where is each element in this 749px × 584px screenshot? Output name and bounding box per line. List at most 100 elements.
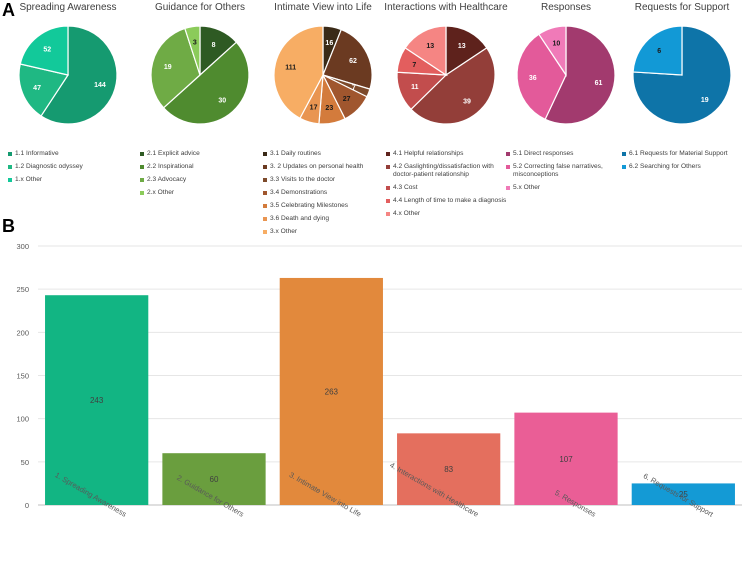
bar bbox=[631, 483, 735, 505]
legend-label: 2.x Other bbox=[147, 189, 175, 196]
legend-label: 3.1 Daily routines bbox=[270, 150, 321, 157]
pie-slice-value-label: 3 bbox=[193, 40, 197, 47]
legend-swatch bbox=[263, 191, 267, 195]
legend-swatch bbox=[386, 186, 390, 190]
legend-label: 3.3 Visits to the doctor bbox=[270, 176, 336, 183]
y-tick-label: 300 bbox=[16, 242, 29, 251]
legend-label: 3.6 Death and dying bbox=[270, 215, 330, 222]
legend-swatch bbox=[263, 178, 267, 182]
legend-swatch bbox=[8, 165, 12, 169]
pie-title: Guidance for Others bbox=[154, 2, 246, 13]
pie-slice-value-label: 36 bbox=[529, 75, 537, 82]
legend-label: 4.2 Gaslighting/dissatisfaction with doc… bbox=[393, 163, 494, 178]
pie-slice-value-label: 7 bbox=[412, 62, 416, 69]
y-tick-label: 100 bbox=[16, 415, 29, 424]
legend-swatch bbox=[506, 152, 510, 156]
legend-item: 3.3 Visits to the doctor bbox=[263, 176, 387, 184]
pie-slice bbox=[40, 25, 118, 125]
bar bbox=[279, 277, 383, 505]
bar-value-label: 83 bbox=[444, 465, 453, 474]
legend-label: 2.3 Advocacy bbox=[147, 176, 187, 183]
pie-slice bbox=[516, 33, 567, 121]
pie-slice bbox=[273, 25, 324, 120]
legend-item: 4.x Other bbox=[386, 210, 510, 218]
pie-slice bbox=[322, 28, 373, 90]
pie-slice-value-label: 27 bbox=[343, 96, 351, 103]
legend-item: 5.2 Correcting false narratives, misconc… bbox=[506, 163, 630, 179]
pie-title: Requests for Support bbox=[634, 2, 730, 13]
pie-legend: 1.1 Informative 1.2 Diagnostic odyssey 1.x… bbox=[8, 150, 132, 189]
legend-label: 4.x Other bbox=[393, 210, 421, 217]
legend-swatch bbox=[622, 165, 626, 169]
y-tick-label: 150 bbox=[16, 372, 29, 381]
legend-label: 2.2 Inspirational bbox=[147, 163, 194, 170]
pie-slice-value-label: 19 bbox=[164, 64, 172, 71]
legend-item: 1.x Other bbox=[8, 176, 132, 184]
pie-slice-value-label: 7 bbox=[352, 85, 356, 92]
pie-slice-value-label: 17 bbox=[310, 104, 318, 111]
legend-swatch bbox=[140, 191, 144, 195]
legend-label: 4.1 Helpful relationships bbox=[393, 150, 464, 157]
legend-swatch bbox=[622, 152, 626, 156]
pie-slice bbox=[632, 25, 683, 76]
legend-swatch bbox=[263, 230, 267, 234]
legend-label: 5.2 Correcting false narratives, misconc… bbox=[513, 163, 603, 178]
legend-swatch bbox=[263, 152, 267, 156]
pie-title: Responses bbox=[540, 2, 592, 13]
pie-svg: 61 36 10 bbox=[516, 25, 616, 125]
legend-swatch bbox=[386, 212, 390, 216]
legend-item: 3. 2 Updates on personal health bbox=[263, 163, 387, 171]
legend-swatch bbox=[140, 165, 144, 169]
pie-slice bbox=[150, 27, 201, 109]
legend-swatch bbox=[140, 152, 144, 156]
legend-label: 1.x Other bbox=[15, 176, 43, 183]
pie-slice-value-label: 8 bbox=[212, 42, 216, 49]
legend-label: 4.4 Length of time to make a diagnosis bbox=[393, 197, 507, 204]
legend-item: 2.1 Explicit advice bbox=[140, 150, 264, 158]
bar-value-label: 60 bbox=[210, 475, 219, 484]
bar bbox=[45, 295, 149, 505]
pie-slice-value-label: 19 bbox=[701, 97, 709, 104]
pie-slice-value-label: 61 bbox=[595, 80, 603, 87]
legend-item: 3.1 Daily routines bbox=[263, 150, 387, 158]
legend-item: 4.2 Gaslighting/dissatisfaction with doc… bbox=[386, 163, 510, 179]
legend-label: 3.4 Demonstrations bbox=[270, 189, 328, 196]
pie-slice bbox=[184, 25, 201, 76]
pie-slice bbox=[538, 25, 567, 77]
legend-label: 2.1 Explicit advice bbox=[147, 150, 200, 157]
pie-slice-value-label: 13 bbox=[426, 43, 434, 50]
legend-item: 6.2 Searching for Others bbox=[622, 163, 746, 171]
y-tick-label: 200 bbox=[16, 328, 29, 337]
pie-slice bbox=[445, 25, 488, 77]
legend-item: 1.1 Informative bbox=[8, 150, 132, 158]
legend-swatch bbox=[263, 204, 267, 208]
pie-slice-value-label: 11 bbox=[411, 84, 419, 91]
legend-item: 1.2 Diagnostic odyssey bbox=[8, 163, 132, 171]
panel-b-letter: B bbox=[2, 216, 15, 236]
legend-label: 3.5 Celebrating Milestones bbox=[270, 202, 349, 209]
panel-a-letter: A bbox=[2, 0, 15, 20]
legend-label: 4.3 Cost bbox=[393, 184, 418, 191]
pie-title: Interactions with Healthcare bbox=[384, 2, 508, 13]
legend-swatch bbox=[263, 165, 267, 169]
pie-svg: 8 30 19 3 bbox=[150, 25, 250, 125]
legend-item: 2.2 Inspirational bbox=[140, 163, 264, 171]
legend-item: 3.4 Demonstrations bbox=[263, 189, 387, 197]
legend-item: 2.x Other bbox=[140, 189, 264, 197]
pie-legend: 2.1 Explicit advice 2.2 Inspirational 2.3 … bbox=[140, 150, 264, 202]
pie-legend: 4.1 Helpful relationships 4.2 Gaslighting… bbox=[386, 150, 510, 223]
pie-svg: 19 6 bbox=[632, 25, 732, 125]
bar bbox=[514, 412, 618, 505]
pie-slice-value-label: 62 bbox=[349, 58, 357, 65]
pie-slice bbox=[410, 47, 496, 125]
pie-slice-value-label: 52 bbox=[43, 46, 51, 53]
pie-slice-value-label: 10 bbox=[552, 41, 560, 48]
bar-value-label: 25 bbox=[679, 490, 688, 499]
legend-item: 4.3 Cost bbox=[386, 184, 510, 192]
legend-item: 6.1 Requests for Material Support bbox=[622, 150, 746, 158]
bar bbox=[162, 453, 266, 505]
legend-item: 3.5 Celebrating Milestones bbox=[263, 202, 387, 210]
legend-swatch bbox=[8, 178, 12, 182]
legend-label: 1.1 Informative bbox=[15, 150, 59, 157]
